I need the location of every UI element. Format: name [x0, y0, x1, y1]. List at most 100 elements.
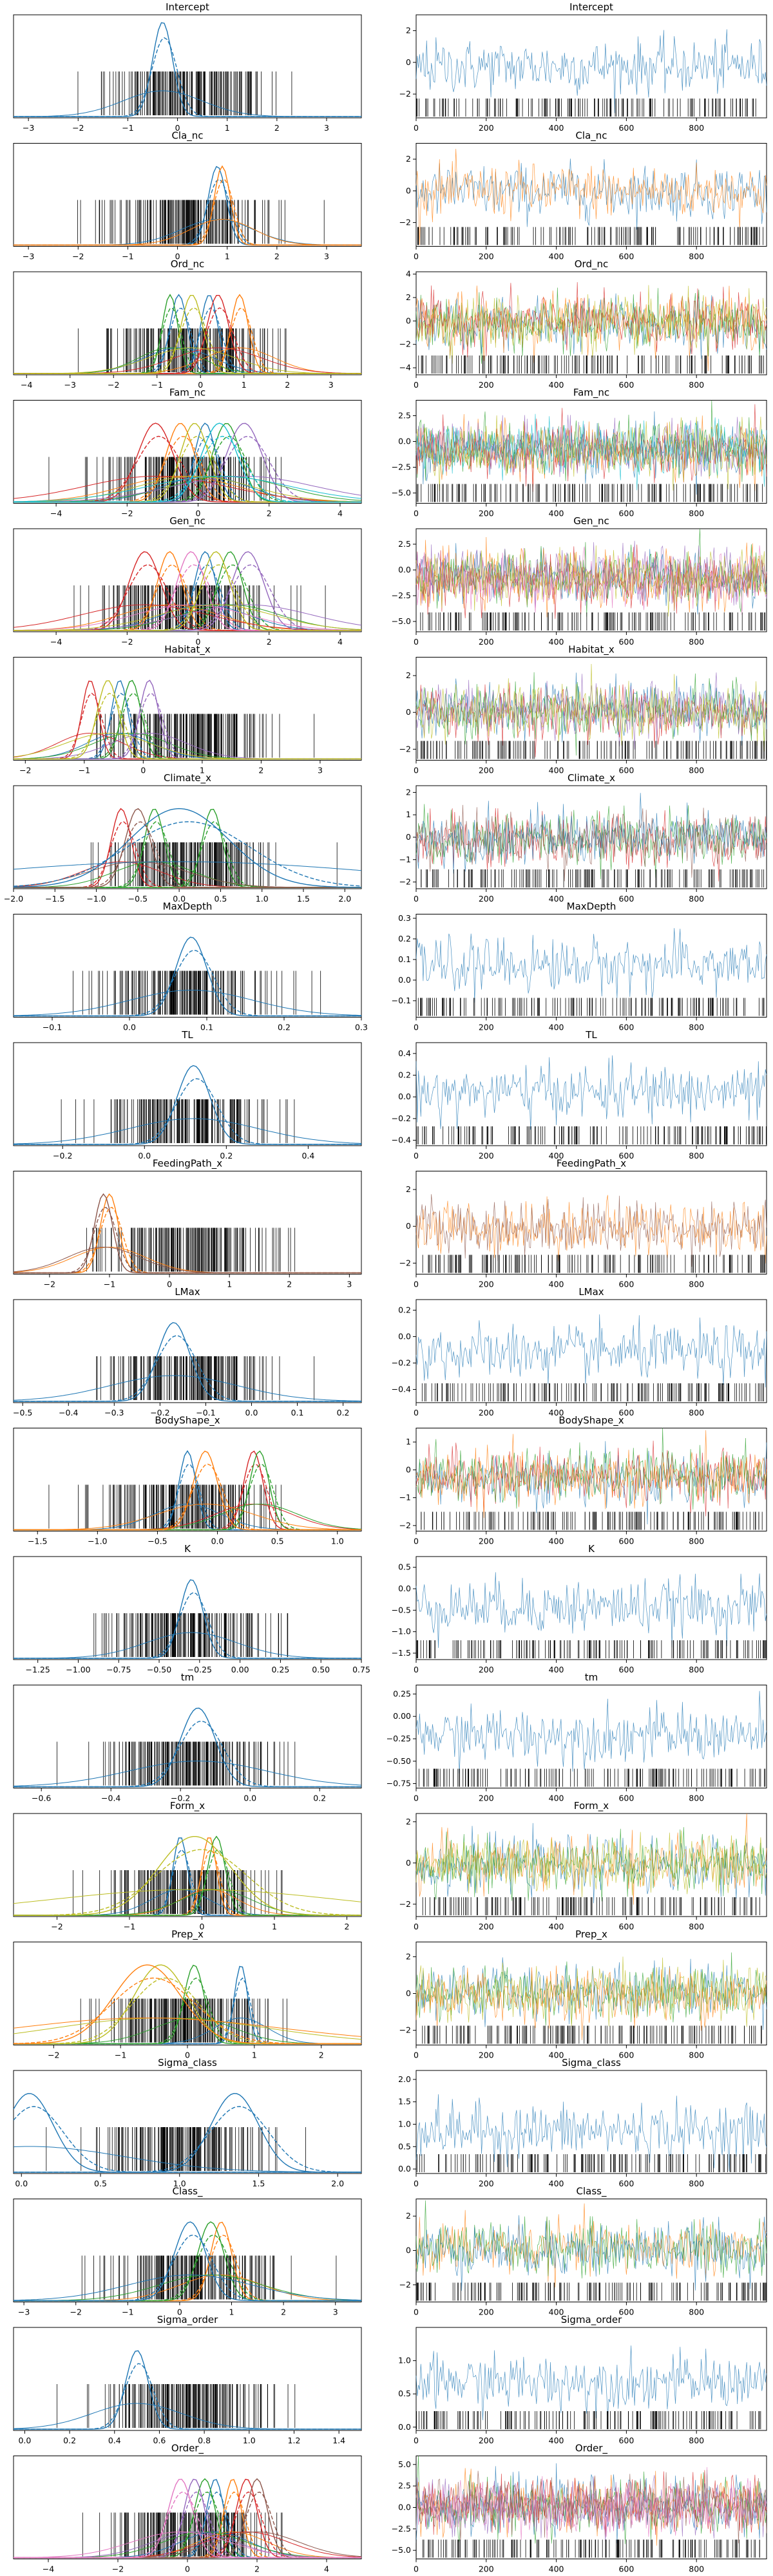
right-ytick-label: 1 — [406, 1437, 411, 1446]
right-xtick-label: 600 — [618, 1665, 634, 1674]
trace-line — [415, 672, 767, 756]
right-axes-frame — [415, 1428, 767, 1531]
trace-line — [415, 1430, 767, 1519]
density-line — [14, 564, 361, 631]
density-line — [14, 680, 361, 760]
density-line — [14, 1321, 361, 1402]
prior-density-line — [14, 1504, 361, 1530]
right-ytick-label: 2 — [406, 787, 411, 797]
left-xtick-label: −0.4 — [59, 1408, 78, 1417]
right-xtick-label: 400 — [549, 1665, 564, 1674]
density-line — [14, 808, 361, 888]
left-axes-frame — [13, 657, 362, 761]
right-ytick-label: 0.5 — [398, 1562, 411, 1572]
right-xtick-label: 800 — [689, 1537, 704, 1546]
left-xtick-label: 3 — [324, 252, 329, 261]
right-xtick-label: 800 — [689, 1151, 704, 1160]
left-panel-title: LMax — [175, 1286, 200, 1298]
right-ytick-label: −5.0 — [392, 488, 411, 498]
right-xtick-label: 600 — [618, 1537, 634, 1546]
left-xtick-label: 2 — [274, 123, 280, 133]
left-panel-title: MaxDepth — [163, 901, 213, 913]
trace-line — [415, 683, 767, 757]
density-line — [14, 435, 361, 503]
trace-line — [415, 158, 767, 230]
left-xtick-label: 2 — [267, 637, 272, 647]
right-ytick-label: −2 — [399, 339, 411, 349]
right-ytick-label: 0.3 — [398, 913, 411, 923]
right-rug — [418, 355, 764, 374]
right-xtick-label: 200 — [479, 1280, 494, 1289]
left-xtick-label: 3 — [329, 380, 334, 390]
right-xtick-label: 800 — [689, 380, 704, 390]
left-xtick-label: −0.2 — [150, 1408, 169, 1417]
density-line — [14, 1450, 361, 1531]
left-xtick-label: −2.0 — [4, 894, 23, 904]
left-xtick-label: 0.00 — [231, 1665, 249, 1674]
prior-density-line — [14, 604, 361, 631]
left-xtick-label: 2 — [287, 1280, 292, 1289]
trace-line — [415, 415, 767, 477]
density-line — [14, 808, 361, 888]
trace-line — [415, 1194, 767, 1267]
density-line — [14, 693, 361, 760]
trace-line — [415, 285, 767, 364]
prior-density-line — [13, 1375, 362, 1401]
right-ytick-label: 0.2 — [398, 1305, 411, 1314]
right-axes-frame — [415, 528, 767, 632]
prior-density-line — [13, 861, 362, 871]
prior-density-line — [13, 476, 362, 502]
left-rug — [77, 328, 287, 372]
trace-line — [415, 1441, 767, 1525]
left-xtick-label: −1.25 — [26, 1665, 50, 1674]
row-Intercept: Intercept Intercept −3 −2 −1 0 1 2 3 −2 0 2 0 200 400 6… — [13, 1, 767, 133]
left-panel-title: Cla_nc — [171, 130, 203, 142]
right-rug — [415, 1255, 766, 1273]
left-xtick-label: −0.5 — [148, 1537, 167, 1546]
left-xtick-label: 3 — [324, 123, 329, 133]
density-line — [14, 808, 361, 888]
right-axes-frame — [415, 1299, 767, 1403]
right-ytick-label: 0.2 — [398, 1070, 411, 1080]
right-ytick-label: 2.5 — [398, 411, 411, 421]
right-xtick-label: 400 — [549, 380, 564, 390]
right-xtick-label: 600 — [618, 1151, 634, 1160]
row-TL: TL TL −0.2 0.0 0.2 0.4 −0.4 −0.2 0.0 0.2 0.4 0 200 40… — [13, 1029, 767, 1160]
right-ytick-label: 0.2 — [398, 934, 411, 943]
left-xtick-label: −4 — [50, 509, 62, 518]
left-rug — [77, 200, 325, 244]
right-axes-frame — [415, 1171, 767, 1274]
left-xtick-label: 1 — [200, 766, 205, 775]
right-xtick-label: 0 — [414, 123, 419, 133]
left-xtick-label: 4 — [338, 637, 343, 647]
right-xtick-label: 200 — [479, 380, 494, 390]
left-xtick-label: −0.5 — [13, 1408, 32, 1417]
right-ytick-label: −0.4 — [392, 1384, 411, 1394]
left-xtick-label: −0.2 — [53, 1151, 72, 1160]
left-xtick-label: 2 — [258, 766, 263, 775]
right-ytick-label: 4 — [406, 269, 411, 279]
prior-density-line — [14, 1503, 361, 1530]
left-xtick-label: −2 — [121, 637, 133, 647]
right-xtick-label: 400 — [549, 894, 564, 904]
left-xtick-label: −1 — [104, 1280, 115, 1289]
right-xtick-label: 600 — [618, 1280, 634, 1289]
row-Gen_nc: Gen_nc Gen_nc −4 −2 0 2 4 −5.0 −2.5 0.0 2.5 0 200 400… — [13, 515, 767, 647]
left-xtick-label: −1 — [151, 380, 163, 390]
trace-line — [415, 1195, 767, 1264]
left-xtick-label: 0.50 — [312, 1665, 330, 1674]
right-ytick-label: −1.5 — [392, 1648, 411, 1658]
density-line — [14, 307, 361, 374]
right-ytick-label: −0.4 — [392, 1135, 411, 1145]
right-ytick-label: −0.1 — [392, 996, 411, 1005]
density-line — [14, 693, 361, 760]
left-xtick-label: −0.25 — [187, 1665, 212, 1674]
row-Habitat_x: Habitat_x Habitat_x −2 −1 0 1 2 3 −2 0 2 0 200 400 600… — [13, 644, 767, 775]
density-line — [14, 564, 361, 631]
right-axes-frame — [415, 657, 767, 761]
left-xtick-label: 0 — [196, 509, 201, 518]
right-xtick-label: 600 — [618, 509, 634, 518]
right-xtick-label: 0 — [414, 509, 419, 518]
left-xtick-label: 0 — [175, 123, 180, 133]
left-xtick-label: −2 — [19, 766, 31, 775]
